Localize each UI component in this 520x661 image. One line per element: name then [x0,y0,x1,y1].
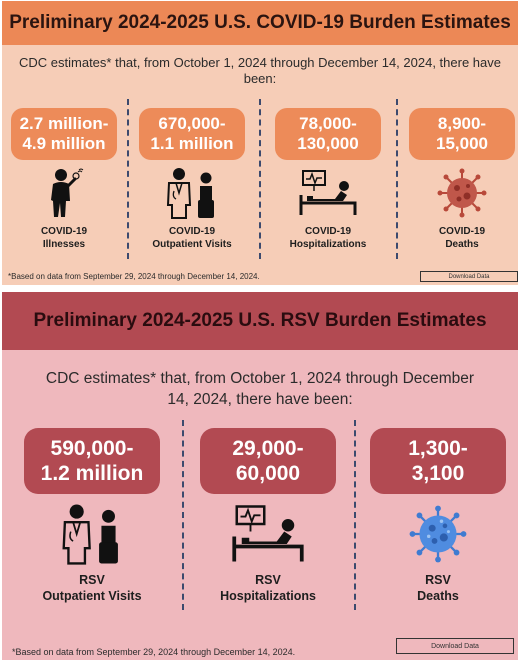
covid-illnesses-value: 2.7 million- 4.9 million [11,108,117,160]
sick-person-icon [29,166,99,220]
covid-divider-3 [396,99,398,259]
doctor-patient-icon [157,166,227,220]
covid-intro: CDC estimates* that, from October 1, 202… [19,55,501,86]
rsv-hospitalizations-value: 29,000- 60,000 [200,428,336,494]
covid-burden-panel: Preliminary 2024-2025 U.S. COVID-19 Burd… [2,1,518,285]
rsv-hospitalizations-label: RSV Hospitalizations [220,573,316,603]
rsv-divider-2 [354,420,356,610]
rsv-deaths-label: RSV Deaths [417,573,459,603]
rsv-stat-hospitalizations: 29,000- 60,000 RSV Hospitalizations [198,428,338,604]
rsv-title: Preliminary 2024-2025 U.S. RSV Burden Es… [2,292,518,350]
rsv-deaths-value: 1,300- 3,100 [370,428,506,494]
covid-stat-deaths: 8,900- 15,000 COVID-19 Deaths [406,108,518,251]
covid-stat-illnesses: 2.7 million- 4.9 million COVID-19 Illnesse… [8,108,120,251]
rsv-download-data-button[interactable]: Download Data [396,638,514,654]
covid-title: Preliminary 2024-2025 U.S. COVID-19 Burd… [2,1,518,45]
rsv-intro: CDC estimates* that, from October 1, 202… [45,370,475,408]
doctor-patient-icon [47,502,137,566]
covid-hospitalizations-label: COVID-19 Hospitalizations [289,226,367,250]
hospital-bed-icon [223,502,313,566]
rsv-stat-outpatient: 590,000- 1.2 million RSV Outpatient Visits [22,428,162,604]
covid-outpatient-value: 670,000- 1.1 million [139,108,245,160]
covid-hospitalizations-value: 78,000- 130,000 [275,108,381,160]
covid-download-data-button[interactable]: Download Data [420,271,518,282]
covid-deaths-value: 8,900- 15,000 [409,108,515,160]
rsv-burden-panel: Preliminary 2024-2025 U.S. RSV Burden Es… [2,292,518,660]
covid-divider-1 [127,99,129,259]
covid-stat-outpatient: 670,000- 1.1 million COVID-19 Outpatient V… [136,108,248,251]
covid-footnote: *Based on data from September 29, 2024 t… [8,272,260,281]
covid-stat-hospitalizations: 78,000- 130,000 COVID-19 Hospitalizations [272,108,384,251]
virus-icon [427,166,497,220]
covid-divider-2 [259,99,261,259]
rsv-outpatient-label: RSV Outpatient Visits [42,573,142,603]
covid-deaths-label: COVID-19 Deaths [438,226,486,250]
rsv-outpatient-value: 590,000- 1.2 million [24,428,160,494]
hospital-bed-icon [293,166,363,220]
rsv-stat-deaths: 1,300- 3,100 RSV Deaths [368,428,508,604]
covid-outpatient-label: COVID-19 Outpatient Visits [152,226,232,250]
covid-illnesses-label: COVID-19 Illnesses [40,226,88,250]
rsv-divider-1 [182,420,184,610]
rsv-footnote: *Based on data from September 29, 2024 t… [12,647,296,657]
virus-icon [393,502,483,566]
